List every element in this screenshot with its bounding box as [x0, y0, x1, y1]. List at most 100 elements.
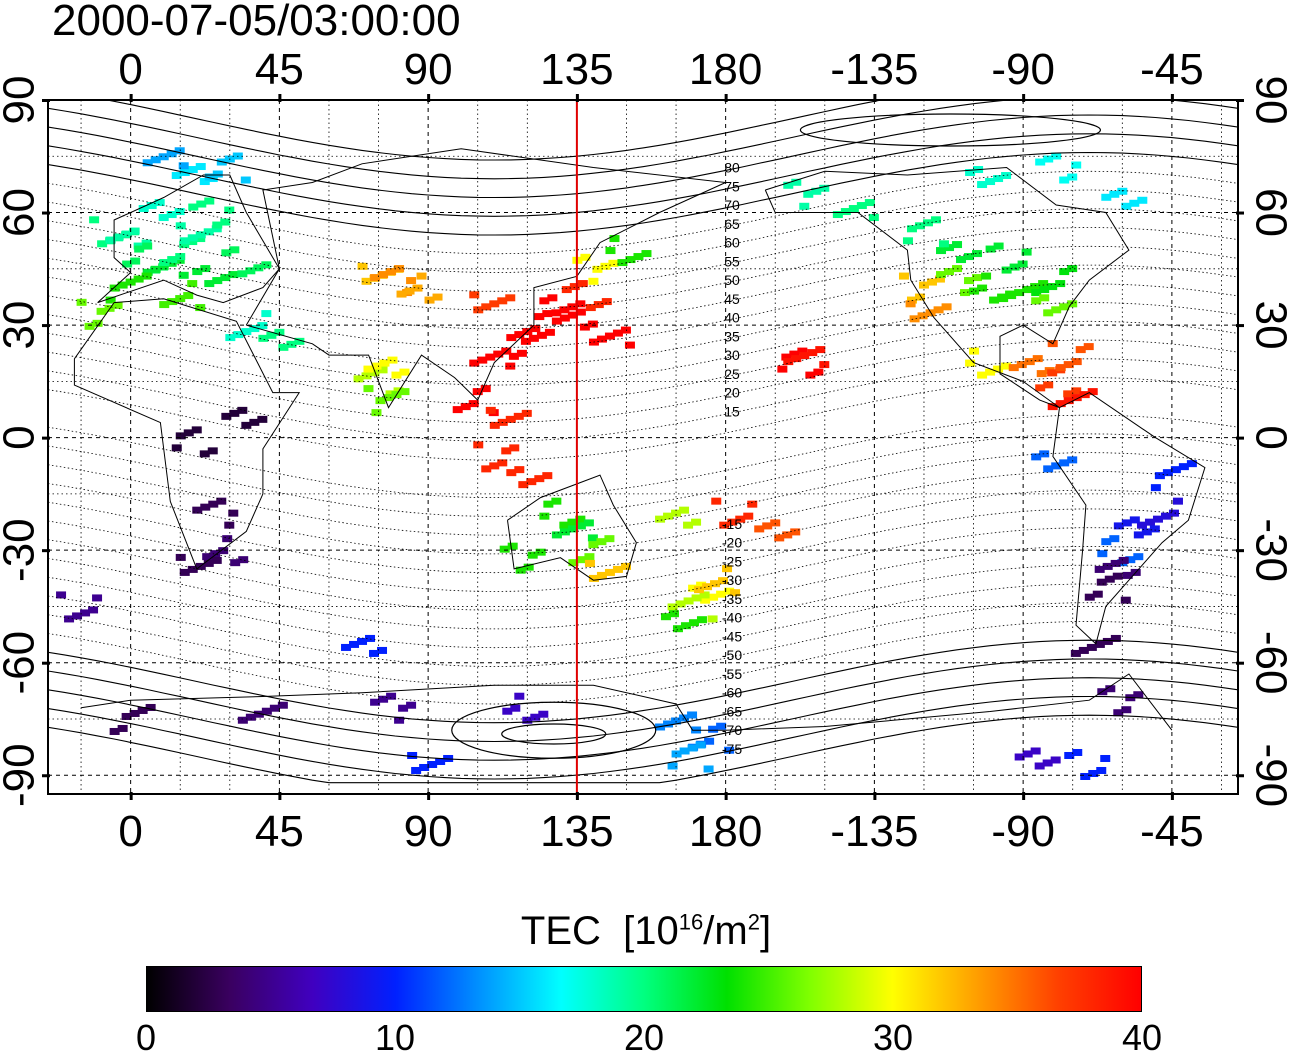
tec-observation	[832, 199, 879, 222]
contour-label: -70	[722, 722, 742, 738]
tec-observation	[588, 326, 635, 349]
tec-observation	[1047, 340, 1094, 372]
longitude-tick-label: 90	[404, 45, 453, 94]
tec-observation	[109, 703, 156, 735]
longitude-tick-label: 45	[255, 807, 304, 856]
contour-label: 70	[724, 197, 740, 213]
contour-label: -30	[722, 572, 742, 588]
right-latitude-labels: 90 60 30 0 -30 -60 -90	[1246, 76, 1292, 808]
tec-observation	[783, 178, 830, 210]
contour-label: 45	[724, 291, 740, 307]
tec-observation	[1031, 265, 1078, 297]
latitude-tick-label: 60	[1246, 188, 1292, 237]
contour-label: -35	[722, 591, 742, 607]
tec-observation	[341, 634, 388, 657]
tec-observation	[370, 692, 417, 724]
bottom-longitude-labels: 0 45 90 135 180 -135 -90 -45	[118, 807, 1203, 856]
latitude-tick-label: -30	[0, 518, 44, 582]
tec-observation	[506, 466, 553, 489]
tec-observation	[142, 256, 189, 279]
contour-label: 25	[724, 366, 740, 382]
tec-observation	[171, 426, 218, 458]
tec-observation	[363, 356, 410, 379]
contour-label: -25	[722, 553, 742, 569]
tec-observation	[551, 519, 598, 542]
coastlines	[73, 148, 1206, 731]
tec-observation	[1150, 460, 1197, 492]
longitude-tick-label: 180	[689, 45, 762, 94]
longitude-tick-label: 180	[689, 807, 762, 856]
longitude-tick-label: -135	[830, 807, 918, 856]
latitude-tick-label: -90	[0, 743, 44, 807]
colorbar-quantity: TEC	[520, 909, 601, 953]
latitude-tick-label: 90	[1246, 76, 1292, 125]
tec-observation	[754, 519, 801, 542]
contour-label: 15	[724, 403, 740, 419]
tec-observation	[175, 222, 222, 245]
contour-label: 55	[724, 253, 740, 269]
tec-observation	[1084, 572, 1131, 604]
tec-observation	[777, 347, 824, 379]
colorbar-unit-exponent: 16	[678, 909, 704, 935]
colorbar-unit-mid: /m	[703, 909, 748, 953]
tec-observation	[202, 535, 249, 567]
tec-observation	[105, 272, 152, 304]
tec-observation	[138, 199, 185, 222]
contour-label: 20	[724, 385, 740, 401]
longitude-tick-label: -135	[830, 45, 918, 94]
latitude-tick-label: -30	[1246, 518, 1292, 582]
tec-observation	[539, 294, 586, 317]
contour-labels: 80 75 70 65 60 55 50 45 40 35 30 25 20 15 -15 -20 -25 -30…	[722, 160, 742, 757]
tec-observation	[1113, 516, 1160, 539]
contour-label: -60	[722, 685, 742, 701]
tec-observation	[175, 553, 222, 576]
contour-label: -75	[722, 741, 742, 757]
latitude-tick-label: 90	[0, 76, 44, 125]
colorbar	[146, 966, 1142, 1012]
latitude-tick-label: -60	[1246, 631, 1292, 695]
latitude-tick-label: -60	[0, 631, 44, 695]
map-frame	[47, 99, 1239, 795]
latitude-tick-label: 0	[0, 425, 44, 449]
tec-observation	[473, 441, 520, 473]
contour-label: 30	[724, 347, 740, 363]
colorbar-tick-label: 20	[623, 1017, 665, 1058]
tec-observation	[660, 610, 707, 633]
tec-observation	[902, 216, 949, 248]
tec-observation	[363, 385, 410, 417]
colorbar-unit-suffix: ]	[759, 909, 772, 953]
latitude-tick-label: -90	[1246, 743, 1292, 807]
tec-observation	[1070, 634, 1121, 657]
tec-observation	[192, 497, 239, 529]
colorbar-tick-label: 0	[135, 1017, 157, 1058]
tec-observation	[711, 497, 758, 529]
tec-observation	[605, 235, 652, 267]
tec-observation	[667, 591, 718, 623]
contour-label: 80	[724, 160, 740, 176]
tec-observation	[469, 291, 516, 314]
tec-observation	[783, 346, 830, 369]
tec-observation	[561, 280, 612, 312]
contour-label: -20	[722, 535, 742, 551]
tec-observation	[142, 147, 189, 170]
tec-observation	[1101, 187, 1148, 210]
colorbar-unit-prefix: [10	[623, 909, 679, 953]
colorbar-tick-label: 40	[1121, 1017, 1163, 1058]
contour-label: 35	[724, 328, 740, 344]
tec-observation	[568, 535, 615, 567]
tec-observation	[1064, 748, 1111, 780]
contour-label: 75	[724, 178, 740, 194]
tec-observation	[1035, 152, 1082, 184]
longitude-tick-label: 135	[540, 807, 613, 856]
longitude-tick-label: -45	[1140, 45, 1204, 94]
left-latitude-labels: 90 60 30 0 -30 -60 -90	[0, 76, 44, 808]
tec-observation	[204, 152, 251, 184]
tec-observation	[508, 328, 555, 360]
contour-label: 65	[724, 216, 740, 232]
contour-label: -45	[722, 628, 742, 644]
contour-label: -50	[722, 647, 742, 663]
colorbar-tick-label: 30	[872, 1017, 914, 1058]
tec-observation	[551, 308, 598, 331]
contour-label: -65	[722, 703, 742, 719]
